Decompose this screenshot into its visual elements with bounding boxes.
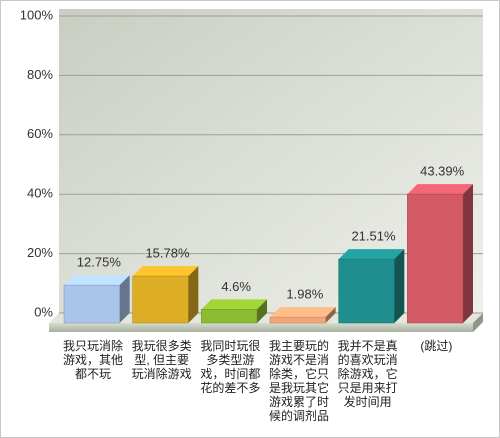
bar — [269, 316, 326, 324]
bar-top — [338, 249, 405, 260]
bar-side — [119, 275, 130, 323]
value-label: 15.78% — [145, 246, 190, 261]
x-tick-label: 我同时玩很多类型游戏，时间都花的差不多 — [200, 339, 261, 395]
bar — [201, 309, 258, 324]
value-label: 12.75% — [77, 255, 122, 270]
x-tick-label: 我玩很多类型, 但主要玩消除游戏 — [131, 339, 192, 381]
bar-top — [270, 307, 336, 318]
bar-side — [394, 249, 405, 323]
bar-top — [201, 299, 267, 310]
value-label: 1.98% — [286, 287, 323, 302]
bar-top — [407, 184, 473, 195]
bar-side — [188, 266, 199, 323]
bar-top — [64, 275, 130, 286]
y-tick-label: 100% — [20, 7, 54, 22]
floor-side — [473, 313, 483, 332]
value-label: 43.39% — [420, 164, 465, 179]
bar-top — [132, 266, 199, 277]
y-tick-label: 80% — [27, 67, 53, 82]
value-label: 21.51% — [351, 229, 396, 244]
bar-side — [257, 299, 267, 323]
y-tick-label: 20% — [27, 245, 53, 260]
x-tick-label: 我主要玩的游戏不是消除类，它只是我玩其它游戏累了时候的调剂品 — [268, 339, 329, 423]
x-tick-label: 我并不是真的喜欢玩消除游戏，它只是用来打发时间用 — [337, 339, 398, 409]
y-tick-label: 40% — [27, 186, 53, 201]
x-tick-label: (跳过) — [420, 339, 453, 353]
floor-front — [49, 323, 473, 332]
value-label: 4.6% — [221, 279, 251, 294]
bar-side — [463, 184, 473, 323]
bar — [338, 258, 395, 324]
y-tick-label: 60% — [27, 126, 53, 141]
x-tick-label: 我只玩消除游戏，其他都不玩 — [62, 339, 123, 381]
y-tick-label: 0% — [34, 304, 53, 319]
bar — [63, 284, 120, 324]
bar-side — [325, 307, 336, 323]
bar — [132, 275, 189, 324]
bar — [407, 193, 464, 324]
